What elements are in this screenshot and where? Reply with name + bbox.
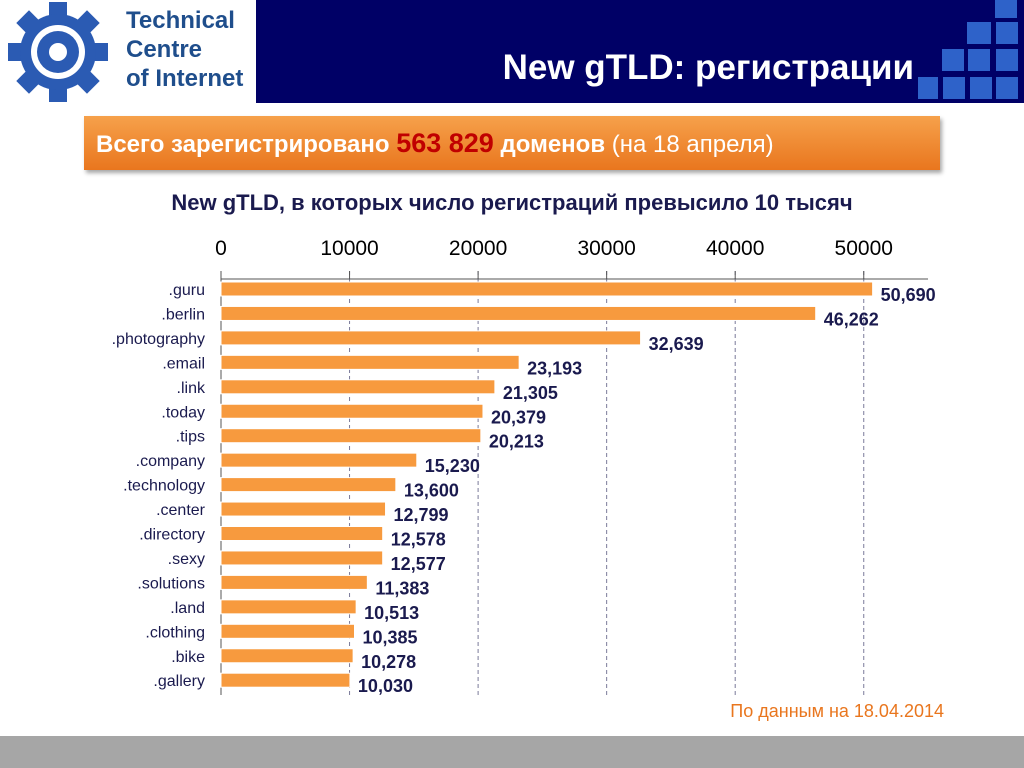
bar (220, 623, 355, 639)
x-tick-label: 20000 (449, 237, 507, 260)
category-label: .email (162, 355, 205, 372)
logo-text-line: Technical (126, 7, 235, 34)
decor-square (996, 77, 1018, 99)
category-label: .guru (169, 282, 205, 299)
data-label: 20,379 (491, 407, 546, 427)
bar (220, 501, 387, 517)
category-label: .link (177, 380, 206, 397)
decor-square (918, 77, 938, 99)
category-label: .berlin (161, 306, 205, 323)
decor-square (995, 0, 1017, 18)
banner-unit: доменов (500, 131, 606, 158)
x-tick-label: 40000 (706, 237, 764, 260)
bar (220, 477, 397, 493)
banner-date: (на 18 апреля) (611, 131, 774, 158)
bar (220, 354, 520, 370)
data-label: 11,383 (375, 578, 429, 598)
data-label: 12,799 (394, 505, 449, 525)
data-label: 10,278 (361, 652, 416, 672)
category-label: .land (170, 600, 205, 617)
category-label: .company (136, 453, 205, 470)
bar (220, 452, 418, 468)
logo: Technical Centre of Internet (0, 0, 256, 103)
total-count: 563 829 (396, 128, 494, 158)
data-label: 20,213 (489, 432, 544, 452)
bar-chart: 0 10000 20000 30000 40000 50000 .guru 50,690 .be… (112, 237, 936, 696)
category-label: .directory (139, 527, 205, 544)
page-title: New gTLD: регистрации (502, 48, 914, 87)
footer-bar (0, 736, 1024, 768)
data-label: 32,639 (649, 334, 704, 354)
total-registrations-banner: Всего зарегистрировано 563 829 доменов (… (84, 116, 940, 170)
bar (220, 599, 357, 615)
data-label: 12,578 (391, 530, 446, 550)
banner-prefix: Всего зарегистрировано (96, 131, 390, 158)
logo-text-line: of Internet (126, 65, 244, 92)
x-tick-label: 30000 (577, 237, 635, 260)
category-label: .gallery (153, 673, 205, 690)
header-bar: Technical Centre of Internet New gTLD: р… (0, 0, 1024, 103)
category-label: .today (161, 404, 205, 421)
data-label: 50,690 (881, 285, 936, 305)
bar (220, 403, 484, 419)
data-label: 10,513 (364, 603, 419, 623)
x-tick-label: 10000 (320, 237, 378, 260)
decor-square (942, 49, 964, 71)
bar (220, 330, 642, 346)
decor-square (970, 77, 992, 99)
decor-square (943, 77, 965, 99)
category-label: .sexy (168, 551, 205, 568)
bar (220, 648, 354, 664)
decor-square (968, 49, 990, 71)
category-label: .tips (176, 429, 205, 446)
category-label: .center (156, 502, 206, 519)
category-label: .bike (171, 649, 205, 666)
bar (220, 305, 817, 321)
data-label: 15,230 (425, 456, 480, 476)
data-label: 46,262 (824, 309, 879, 329)
source-note: По данным на 18.04.2014 (730, 701, 944, 721)
data-label: 23,193 (527, 358, 582, 378)
decor-square (996, 49, 1018, 71)
bar (220, 672, 351, 688)
bar (220, 550, 384, 566)
bar (220, 428, 482, 444)
bar (220, 526, 384, 541)
x-tick-label: 50000 (835, 237, 893, 260)
x-tick-label: 0 (215, 237, 227, 260)
category-label: .photography (112, 331, 205, 348)
logo-text-line: Centre (126, 36, 203, 63)
data-label: 13,600 (404, 481, 459, 501)
category-label: .technology (123, 478, 205, 495)
gear-logo-icon (8, 2, 108, 102)
bar (220, 281, 874, 297)
bar (220, 379, 496, 395)
data-label: 12,577 (391, 554, 446, 574)
data-label: 10,385 (362, 627, 417, 647)
category-label: .clothing (145, 624, 205, 641)
data-label: 10,030 (358, 676, 413, 696)
category-label: .solutions (137, 575, 205, 592)
chart-title: New gTLD, в которых число регистраций пр… (171, 190, 853, 215)
decor-square (967, 22, 991, 44)
data-label: 21,305 (503, 383, 558, 403)
bar (220, 574, 368, 590)
decor-square (996, 22, 1018, 44)
